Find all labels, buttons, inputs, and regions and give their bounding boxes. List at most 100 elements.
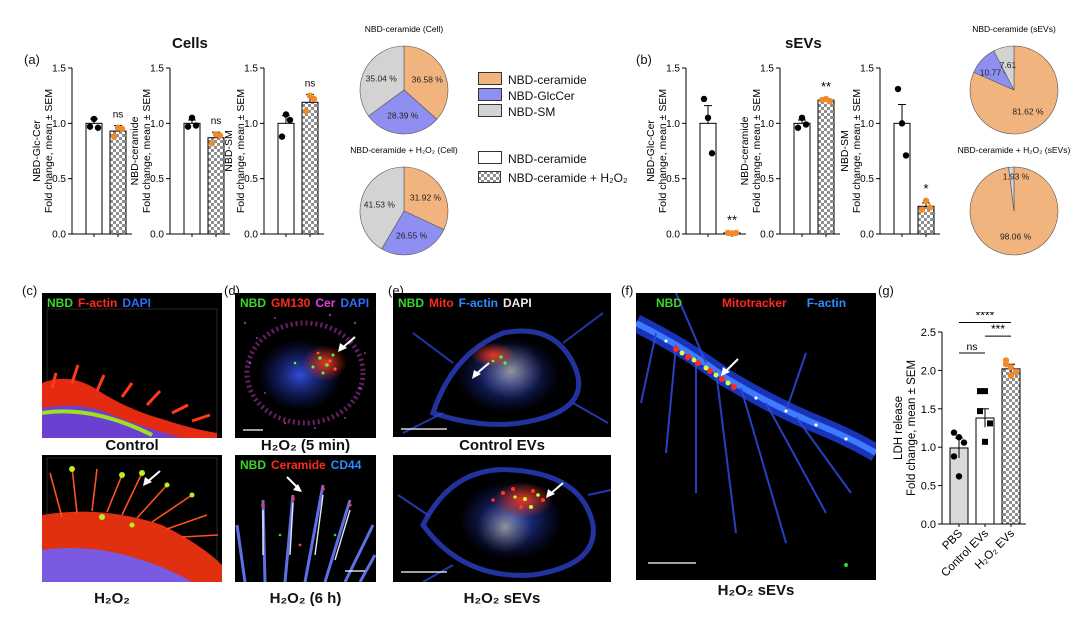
channel-label: DAPI xyxy=(340,296,370,310)
legend-label: NBD-ceramide xyxy=(508,73,587,87)
channel-label: NBD xyxy=(240,296,266,310)
significance-label: ** xyxy=(821,79,831,94)
significance-label: * xyxy=(923,181,928,196)
data-point xyxy=(184,123,192,130)
caption-c-h2o2: H₂O₂ xyxy=(94,590,130,607)
data-point xyxy=(192,122,200,129)
micrograph-e-control-image xyxy=(401,312,609,434)
y-axis-label-line: Fold change, mean ± SEM xyxy=(235,89,247,213)
bar xyxy=(277,122,295,235)
y-tick-label: 1.5 xyxy=(860,64,874,75)
y-tick-label: 1.0 xyxy=(860,119,874,130)
channel-label: NBD xyxy=(656,296,682,310)
y-axis-label: NBD-Glc-CerFold change, mean ± SEM xyxy=(31,89,55,213)
micrograph-e-h2o2 xyxy=(393,455,611,582)
pie-chart-b-h2o2: NBD-ceramide + H₂O₂ (sEVs) 98.06 % 1.93 % xyxy=(958,145,1070,256)
data-point xyxy=(802,121,810,128)
micrograph-d-6h: NBD Ceramide CD44 xyxy=(235,455,376,582)
pie-chart-a-h2o2: NBD-ceramide + H₂O₂ (Cell) 31.92 % 26.55 %… xyxy=(350,145,458,256)
pie-title: NBD-ceramide (sEVs) xyxy=(972,24,1056,34)
y-axis-label-line: NBD-Glc-Cer xyxy=(645,120,657,182)
pie-legend: NBD-ceramide NBD-GlcCer NBD-SM xyxy=(478,72,648,124)
data-point xyxy=(977,388,983,395)
legend-swatch xyxy=(478,72,502,85)
pie-value-label: 26.55 % xyxy=(396,230,428,240)
bar xyxy=(893,122,911,235)
pie-value-label: 7.61 xyxy=(1000,60,1017,70)
data-point xyxy=(922,197,930,204)
bar-chart-a3: NBD-SMFold change, mean ± SEM 0.0 0.5 1.0 1.… xyxy=(223,64,324,241)
data-point xyxy=(208,140,216,147)
data-point xyxy=(894,85,902,93)
panel-b-title: sEVs xyxy=(785,35,822,52)
pie-slice xyxy=(381,210,445,256)
data-point xyxy=(955,434,963,441)
channel-labels: NBD Ceramide CD44 xyxy=(240,458,366,472)
legend-swatch xyxy=(478,104,502,117)
micrograph-c-h2o2-image xyxy=(42,457,222,582)
channel-label: NBD xyxy=(398,296,424,310)
y-axis-label-line: NBD-Glc-Cer xyxy=(31,120,43,182)
y-axis-label-line: Fold change, mean ± SEM xyxy=(141,89,153,213)
y-axis-label-line: NBD-ceramide xyxy=(129,116,141,185)
pie-slice xyxy=(359,45,405,117)
data-point xyxy=(926,204,934,211)
bar-chart-b2: NBD-ceramideFold change, mean ± SEM 0.0 0.… xyxy=(739,64,840,241)
pie-value-label: 31.92 % xyxy=(410,192,442,202)
data-point xyxy=(282,111,290,118)
channel-label: GM130 xyxy=(271,296,311,310)
y-axis-label-line: NBD-SM xyxy=(839,130,851,171)
data-point xyxy=(977,408,983,415)
y-tick-label: 0.5 xyxy=(760,174,774,185)
data-point xyxy=(982,438,988,445)
y-axis-label: NBD-SMFold change, mean ± SEM xyxy=(839,89,863,213)
pie-title: NBD-ceramide + H₂O₂ (Cell) xyxy=(350,145,458,155)
data-point xyxy=(982,388,988,395)
y-tick-label: 1.0 xyxy=(150,119,164,130)
pie-chart-a-cell: NBD-ceramide (Cell) 36.58 % 28.39 % 35.04 % xyxy=(359,24,449,135)
caption-e-control: Control EVs xyxy=(459,437,545,454)
bar-chart-b3: NBD-SMFold change, mean ± SEM 0.0 0.5 1.0 1.… xyxy=(839,64,940,241)
pie-value-label: 35.04 % xyxy=(366,73,398,83)
channel-labels: NBD GM130 Cer DAPI xyxy=(240,296,374,310)
caption-c-control: Control xyxy=(105,437,159,454)
y-tick-label: 0.5 xyxy=(150,174,164,185)
legend-item-sm: NBD-SM xyxy=(478,104,555,119)
channel-label: NBD xyxy=(47,296,73,310)
y-tick-label: 2.5 xyxy=(921,327,936,339)
channel-label: F-actin xyxy=(806,296,847,310)
pie-slice xyxy=(403,166,449,230)
panel-a-letter: (a) xyxy=(24,52,40,67)
channel-label: NBD xyxy=(240,458,266,472)
micrograph-c-control: NBD F-actin DAPI xyxy=(42,293,222,438)
y-tick-label: 1.5 xyxy=(760,64,774,75)
bar-chart-g: LDH releaseFold change, mean ± SEM 0.0 0.5… xyxy=(893,312,1026,580)
legend-label: NBD-ceramide + H₂O₂ xyxy=(508,171,628,185)
y-tick-label: 0.0 xyxy=(150,230,164,241)
pie-value-label: 28.39 % xyxy=(387,110,419,120)
channel-label: Ceramide xyxy=(271,458,326,472)
y-axis-label: NBD-SMFold change, mean ± SEM xyxy=(223,89,247,213)
channel-labels: NBD Mito F-actin DAPI xyxy=(398,296,537,310)
micrograph-c-control-image xyxy=(42,308,218,438)
channel-label: DAPI xyxy=(503,296,532,310)
channel-label: DAPI xyxy=(122,296,152,310)
legend-item-ceramide-bar: NBD-ceramide xyxy=(478,151,587,166)
y-axis-label-line: NBD-ceramide xyxy=(739,116,751,185)
legend-swatch-check xyxy=(478,171,501,183)
micrograph-f-h2o2: NBD Mitotracker F-actin xyxy=(636,293,876,580)
data-point xyxy=(700,95,708,103)
data-point xyxy=(94,124,102,131)
pie-value-label: 81.62 % xyxy=(1012,106,1044,116)
data-point xyxy=(708,150,716,157)
pie-slice xyxy=(1008,166,1015,212)
y-tick-label: 1.0 xyxy=(760,119,774,130)
data-point xyxy=(794,124,802,131)
bar xyxy=(1001,368,1021,525)
channel-label: Mitotracker xyxy=(722,296,787,310)
bar xyxy=(85,122,103,235)
legend-label: NBD-ceramide xyxy=(508,152,587,166)
y-axis-label-line: Fold change, mean ± SEM xyxy=(851,89,863,213)
y-axis-label: LDH releaseFold change, mean ± SEM xyxy=(893,360,918,496)
caption-d-5min: H₂O₂ (5 min) xyxy=(260,437,351,454)
